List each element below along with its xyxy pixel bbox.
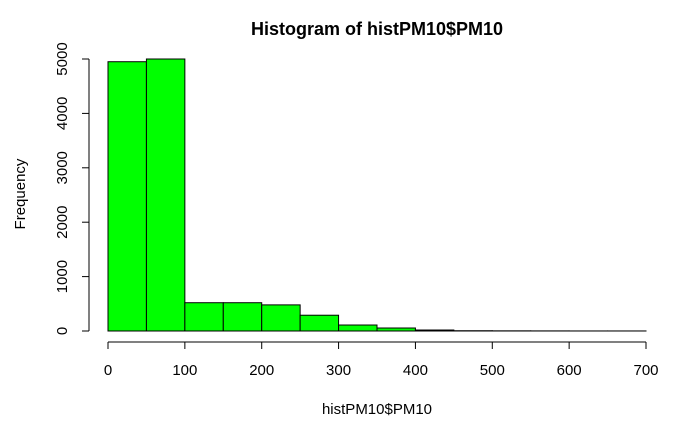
y-tick-label: 4000 <box>54 97 71 130</box>
y-tick-label: 3000 <box>54 151 71 184</box>
bars-group <box>107 58 647 332</box>
x-tick-label: 600 <box>557 362 582 379</box>
y-axis-label: Frequency <box>12 158 29 229</box>
x-axis: 0 100 200 300 400 500 600 700 <box>104 341 659 379</box>
y-tick-label: 0 <box>54 327 71 335</box>
y-tick-label: 2000 <box>54 206 71 239</box>
chart-title: Histogram of histPM10$PM10 <box>251 19 503 39</box>
y-tick-label: 5000 <box>54 42 71 75</box>
histogram-bar <box>184 302 224 332</box>
x-tick-label: 100 <box>172 362 197 379</box>
y-tick-label: 1000 <box>54 260 71 293</box>
histogram-bar <box>222 302 263 332</box>
histogram-bar <box>376 327 416 332</box>
y-axis: 0 1000 2000 3000 4000 5000 <box>54 42 90 335</box>
x-axis-label: histPM10$PM10 <box>322 401 432 418</box>
histogram-bar <box>338 324 378 332</box>
histogram-bar <box>414 329 455 332</box>
histogram-bar <box>261 304 301 332</box>
histogram-bar <box>107 61 147 332</box>
histogram-bar <box>299 314 340 332</box>
x-tick-label: 400 <box>403 362 428 379</box>
x-tick-label: 300 <box>326 362 351 379</box>
x-tick-label: 700 <box>633 362 658 379</box>
x-tick-label: 200 <box>249 362 274 379</box>
x-tick-label: 0 <box>104 362 112 379</box>
histogram-bar <box>145 58 186 332</box>
x-tick-label: 500 <box>480 362 505 379</box>
